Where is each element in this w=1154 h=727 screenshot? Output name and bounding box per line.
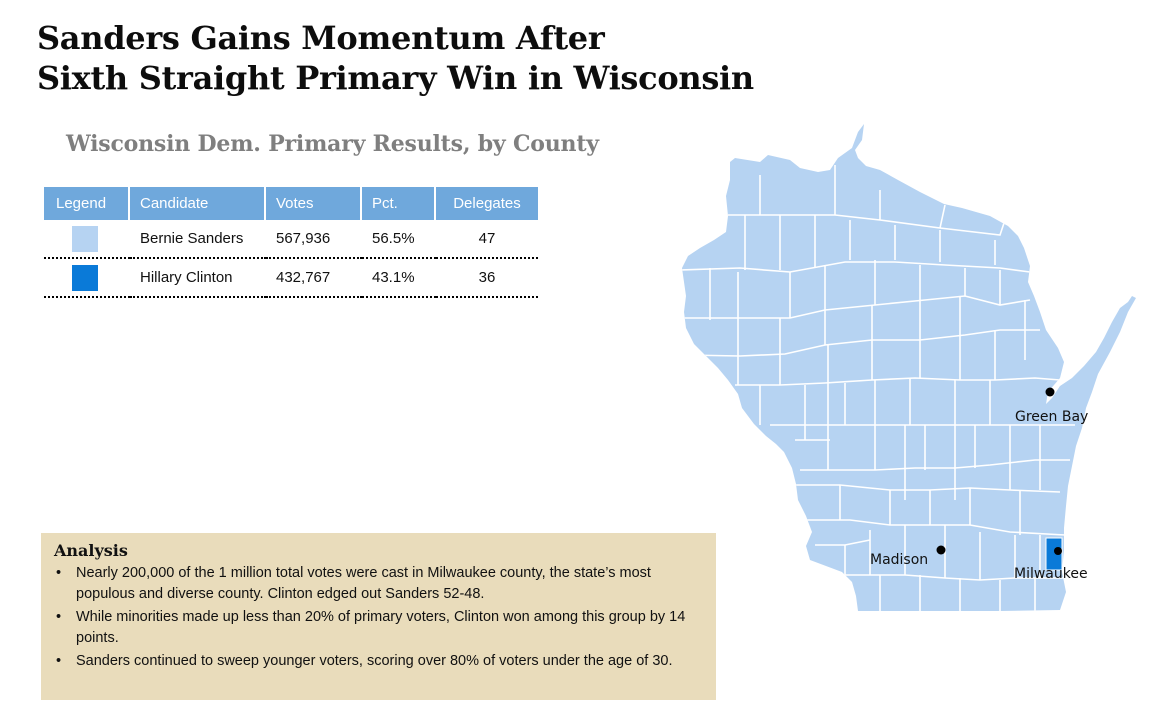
analysis-title: Analysis [54, 541, 128, 560]
headline-line-2: Sixth Straight Primary Win in Wisconsin [37, 59, 754, 97]
legend-swatch-sanders [72, 225, 98, 252]
results-table: Legend Candidate Votes Pct. Delegates Be… [44, 187, 538, 298]
milwaukee-county [1045, 537, 1063, 571]
bullet-icon: • [56, 609, 62, 625]
header-candidate: Candidate [130, 187, 266, 220]
candidate-delegates: 36 [436, 259, 538, 298]
county-borders [682, 165, 1075, 611]
analysis-bullet: • Nearly 200,000 of the 1 million total v… [54, 563, 702, 605]
candidate-pct: 43.1% [362, 259, 436, 298]
madison-marker-icon [936, 545, 946, 555]
city-label-green-bay: Green Bay [1015, 409, 1088, 425]
city-label-madison: Madison [870, 552, 928, 568]
milwaukee-marker-icon [1054, 547, 1062, 555]
analysis-bullet-text: Sanders continued to sweep younger voter… [76, 653, 673, 669]
bullet-icon: • [56, 653, 62, 669]
bullet-icon: • [56, 565, 62, 581]
analysis-bullet: • While minorities made up less than 20% … [54, 607, 702, 649]
header-pct: Pct. [362, 187, 436, 220]
results-row-sanders: Bernie Sanders 567,936 56.5% 47 [44, 220, 538, 259]
candidate-votes: 432,767 [266, 259, 362, 298]
legend-cell [44, 220, 130, 259]
green-bay-marker-icon [1045, 387, 1055, 397]
legend-cell [44, 259, 130, 298]
headline: Sanders Gains Momentum After Sixth Strai… [37, 18, 754, 98]
wisconsin-county-map: Green Bay Madison Milwaukee [682, 124, 1136, 611]
candidate-name: Bernie Sanders [130, 220, 266, 259]
results-header-row: Legend Candidate Votes Pct. Delegates [44, 187, 538, 220]
candidate-votes: 567,936 [266, 220, 362, 259]
analysis-box: Analysis • Nearly 200,000 of the 1 millio… [41, 533, 716, 700]
analysis-bullet-text: Nearly 200,000 of the 1 million total vo… [76, 565, 651, 602]
analysis-bullet-text: While minorities made up less than 20% o… [76, 609, 686, 646]
results-row-clinton: Hillary Clinton 432,767 43.1% 36 [44, 259, 538, 298]
analysis-list: • Nearly 200,000 of the 1 million total v… [54, 563, 702, 672]
headline-line-1: Sanders Gains Momentum After [37, 19, 605, 57]
state-shape [682, 124, 1136, 611]
candidate-delegates: 47 [436, 220, 538, 259]
header-delegates: Delegates [436, 187, 538, 220]
candidate-pct: 56.5% [362, 220, 436, 259]
analysis-bullet: • Sanders continued to sweep younger vote… [54, 651, 702, 672]
candidate-name: Hillary Clinton [130, 259, 266, 298]
city-label-milwaukee: Milwaukee [1014, 566, 1088, 582]
header-legend: Legend [44, 187, 130, 220]
legend-swatch-clinton [72, 264, 98, 291]
header-votes: Votes [266, 187, 362, 220]
results-subtitle: Wisconsin Dem. Primary Results, by Count… [66, 131, 599, 157]
